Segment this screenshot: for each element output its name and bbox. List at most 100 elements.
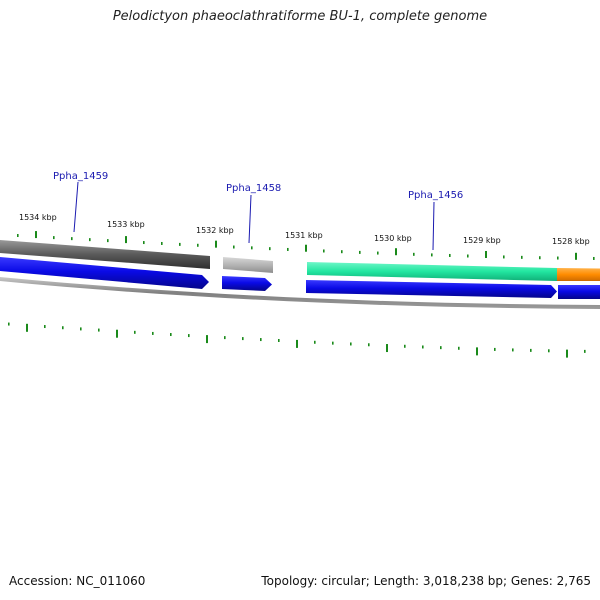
minor-tick bbox=[80, 327, 82, 331]
minor-tick bbox=[8, 322, 10, 326]
minor-tick bbox=[359, 250, 361, 254]
minor-tick bbox=[521, 255, 523, 259]
minor-tick bbox=[494, 347, 496, 351]
label-leaders bbox=[73, 181, 435, 251]
minor-tick bbox=[314, 340, 316, 344]
genome-backbone bbox=[0, 277, 600, 309]
tick-label-1532: 1532 kbp bbox=[196, 226, 234, 235]
minor-tick bbox=[62, 326, 64, 330]
figure-title: Pelodictyon phaeoclathratiforme BU-1, co… bbox=[112, 9, 488, 24]
minor-tick bbox=[224, 336, 226, 340]
minor-tick bbox=[548, 349, 550, 353]
minor-tick bbox=[431, 253, 433, 257]
minor-tick bbox=[368, 343, 370, 347]
minor-tick bbox=[89, 238, 91, 242]
feature-track-cds bbox=[0, 257, 600, 299]
minor-tick bbox=[71, 237, 73, 241]
scale-ticks-lower bbox=[8, 322, 586, 358]
tick-label-1531: 1531 kbp bbox=[285, 231, 323, 240]
cds-arrow-1[interactable] bbox=[0, 257, 209, 289]
minor-tick bbox=[233, 245, 235, 249]
major-tick bbox=[485, 250, 487, 258]
major-tick bbox=[305, 244, 307, 252]
major-tick bbox=[575, 252, 577, 260]
minor-tick bbox=[377, 251, 379, 255]
tick-label-1530: 1530 kbp bbox=[374, 234, 412, 243]
gene-label-ppha-1456[interactable]: Ppha_1456 bbox=[408, 190, 463, 201]
minor-tick bbox=[422, 345, 424, 349]
minor-tick bbox=[584, 349, 586, 353]
minor-tick bbox=[350, 342, 352, 346]
major-tick bbox=[566, 349, 568, 358]
major-tick bbox=[386, 344, 388, 353]
major-tick bbox=[116, 329, 118, 338]
leader-line-ppha-1458 bbox=[248, 194, 252, 244]
minor-tick bbox=[449, 253, 451, 257]
major-tick bbox=[395, 248, 397, 256]
gene-feature-orange[interactable] bbox=[557, 268, 600, 281]
minor-tick bbox=[440, 346, 442, 350]
minor-tick bbox=[323, 249, 325, 253]
minor-tick bbox=[107, 239, 109, 243]
gene-feature-ppha-1458[interactable] bbox=[223, 257, 273, 273]
minor-tick bbox=[17, 234, 19, 238]
minor-tick bbox=[143, 241, 145, 245]
minor-tick bbox=[152, 331, 154, 335]
gene-label-ppha-1459[interactable]: Ppha_1459 bbox=[53, 171, 108, 182]
scale-ticks-upper bbox=[17, 231, 595, 260]
leader-line-ppha-1459 bbox=[73, 181, 79, 233]
major-tick bbox=[476, 347, 478, 356]
scale-tick-labels: 1534 kbp 1533 kbp 1532 kbp 1531 kbp 1530… bbox=[19, 213, 590, 246]
leader-line-ppha-1456 bbox=[432, 201, 435, 251]
feature-track-outer bbox=[0, 240, 600, 281]
minor-tick bbox=[170, 333, 172, 337]
minor-tick bbox=[53, 236, 55, 240]
cds-arrow-2[interactable] bbox=[222, 276, 272, 291]
minor-tick bbox=[242, 337, 244, 341]
tick-label-1529: 1529 kbp bbox=[463, 236, 501, 245]
gene-labels: Ppha_1459 Ppha_1458 Ppha_1456 bbox=[53, 171, 463, 201]
minor-tick bbox=[278, 338, 280, 342]
major-tick bbox=[215, 240, 217, 248]
minor-tick bbox=[467, 254, 469, 258]
minor-tick bbox=[197, 243, 199, 247]
minor-tick bbox=[503, 255, 505, 259]
tick-label-1528: 1528 kbp bbox=[552, 237, 590, 246]
gene-label-ppha-1458[interactable]: Ppha_1458 bbox=[226, 183, 281, 194]
cds-arrow-3[interactable] bbox=[306, 280, 557, 298]
minor-tick bbox=[530, 348, 532, 352]
minor-tick bbox=[458, 346, 460, 350]
major-tick bbox=[206, 335, 208, 344]
tick-label-1534: 1534 kbp bbox=[19, 213, 57, 222]
major-tick bbox=[125, 236, 127, 244]
cds-arrow-4[interactable] bbox=[558, 285, 600, 299]
minor-tick bbox=[44, 325, 46, 329]
minor-tick bbox=[593, 256, 595, 260]
minor-tick bbox=[98, 328, 100, 332]
minor-tick bbox=[539, 256, 541, 260]
minor-tick bbox=[413, 252, 415, 256]
minor-tick bbox=[179, 242, 181, 246]
major-tick bbox=[26, 323, 28, 332]
accession-text: Accession: NC_011060 bbox=[9, 574, 146, 588]
major-tick bbox=[35, 231, 37, 239]
minor-tick bbox=[404, 344, 406, 348]
tick-label-1533: 1533 kbp bbox=[107, 220, 145, 229]
minor-tick bbox=[188, 334, 190, 338]
minor-tick bbox=[512, 348, 514, 352]
major-tick bbox=[296, 339, 298, 348]
minor-tick bbox=[251, 246, 253, 250]
minor-tick bbox=[341, 250, 343, 254]
gene-feature-ppha-1456[interactable] bbox=[307, 262, 557, 281]
minor-tick bbox=[134, 330, 136, 334]
minor-tick bbox=[260, 338, 262, 342]
gene-feature-ppha-1459[interactable] bbox=[0, 240, 210, 269]
minor-tick bbox=[557, 256, 559, 260]
minor-tick bbox=[287, 247, 289, 251]
minor-tick bbox=[269, 247, 271, 251]
minor-tick bbox=[332, 341, 334, 345]
genome-summary-text: Topology: circular; Length: 3,018,238 bp… bbox=[261, 574, 591, 588]
minor-tick bbox=[161, 241, 163, 245]
